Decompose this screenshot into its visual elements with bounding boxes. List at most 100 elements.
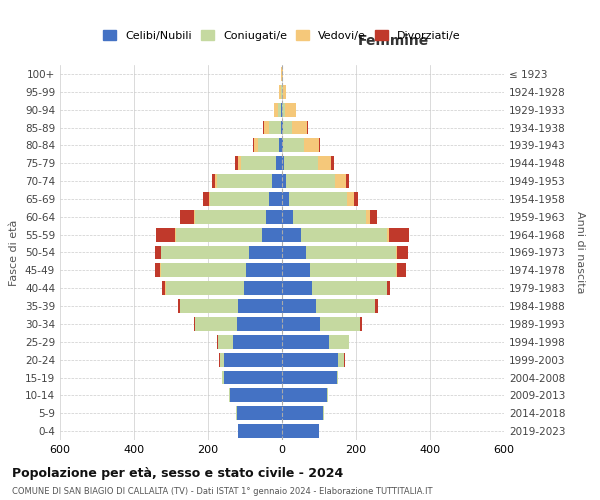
Text: Popolazione per età, sesso e stato civile - 2024: Popolazione per età, sesso e stato civil…: [12, 468, 343, 480]
Bar: [176, 228, 262, 241]
Bar: [282, 210, 293, 224]
Bar: [397, 264, 406, 278]
Bar: [224, 370, 282, 384]
Bar: [247, 264, 282, 278]
Bar: [155, 264, 160, 278]
Bar: [272, 174, 282, 188]
Bar: [397, 246, 408, 260]
Bar: [244, 281, 282, 295]
Bar: [389, 228, 409, 241]
Bar: [250, 246, 282, 260]
Bar: [282, 317, 320, 331]
Bar: [212, 174, 215, 188]
Bar: [264, 120, 269, 134]
Bar: [282, 67, 283, 81]
Bar: [282, 138, 283, 152]
Bar: [276, 156, 282, 170]
Bar: [241, 156, 276, 170]
Bar: [220, 352, 224, 366]
Bar: [282, 424, 319, 438]
Bar: [282, 228, 301, 241]
Bar: [161, 246, 250, 260]
Bar: [259, 138, 279, 152]
Bar: [282, 370, 337, 384]
Bar: [281, 102, 282, 117]
Bar: [282, 299, 316, 313]
Bar: [293, 210, 367, 224]
Bar: [307, 120, 308, 134]
Legend: Celibi/Nubili, Coniugati/e, Vedovi/e, Divorziati/e: Celibi/Nubili, Coniugati/e, Vedovi/e, Di…: [99, 26, 465, 45]
Bar: [307, 246, 396, 260]
Bar: [253, 138, 254, 152]
Bar: [301, 228, 387, 241]
Y-axis label: Fasce di età: Fasce di età: [10, 220, 19, 286]
Bar: [318, 156, 331, 170]
Bar: [367, 210, 370, 224]
Bar: [274, 102, 278, 117]
Bar: [282, 174, 286, 188]
Bar: [388, 281, 391, 295]
Bar: [313, 281, 387, 295]
Bar: [289, 192, 347, 206]
Bar: [281, 120, 282, 134]
Bar: [327, 388, 328, 402]
Bar: [347, 192, 354, 206]
Bar: [217, 335, 218, 349]
Bar: [194, 317, 196, 331]
Bar: [304, 138, 319, 152]
Bar: [254, 138, 259, 152]
Text: COMUNE DI SAN BIAGIO DI CALLALTA (TV) - Dati ISTAT 1° gennaio 2024 - Elaborazion: COMUNE DI SAN BIAGIO DI CALLALTA (TV) - …: [12, 488, 433, 496]
Bar: [219, 352, 220, 366]
Bar: [370, 210, 377, 224]
Bar: [338, 352, 344, 366]
Bar: [284, 156, 318, 170]
Bar: [360, 317, 362, 331]
Text: Femmine: Femmine: [358, 34, 428, 48]
Bar: [180, 299, 238, 313]
Bar: [229, 388, 230, 402]
Bar: [282, 85, 283, 99]
Bar: [266, 210, 282, 224]
Bar: [354, 192, 358, 206]
Bar: [331, 156, 334, 170]
Bar: [203, 192, 209, 206]
Bar: [282, 388, 327, 402]
Bar: [166, 281, 244, 295]
Bar: [262, 228, 282, 241]
Bar: [310, 264, 396, 278]
Bar: [282, 406, 323, 420]
Bar: [238, 299, 282, 313]
Bar: [396, 246, 397, 260]
Bar: [194, 210, 266, 224]
Bar: [282, 246, 307, 260]
Bar: [396, 264, 397, 278]
Bar: [316, 299, 374, 313]
Bar: [282, 335, 329, 349]
Bar: [180, 210, 194, 224]
Y-axis label: Anni di nascita: Anni di nascita: [575, 211, 585, 294]
Bar: [329, 335, 349, 349]
Bar: [282, 156, 284, 170]
Bar: [196, 317, 237, 331]
Bar: [283, 138, 304, 152]
Bar: [279, 138, 282, 152]
Bar: [282, 281, 313, 295]
Bar: [320, 317, 360, 331]
Bar: [292, 120, 307, 134]
Bar: [278, 102, 281, 117]
Bar: [209, 192, 210, 206]
Bar: [283, 85, 286, 99]
Bar: [156, 228, 175, 241]
Bar: [283, 102, 286, 117]
Bar: [224, 352, 282, 366]
Bar: [233, 335, 282, 349]
Bar: [155, 246, 161, 260]
Bar: [282, 120, 283, 134]
Bar: [282, 352, 338, 366]
Bar: [269, 120, 281, 134]
Bar: [215, 174, 217, 188]
Bar: [283, 120, 292, 134]
Bar: [263, 120, 264, 134]
Bar: [178, 299, 180, 313]
Bar: [346, 174, 349, 188]
